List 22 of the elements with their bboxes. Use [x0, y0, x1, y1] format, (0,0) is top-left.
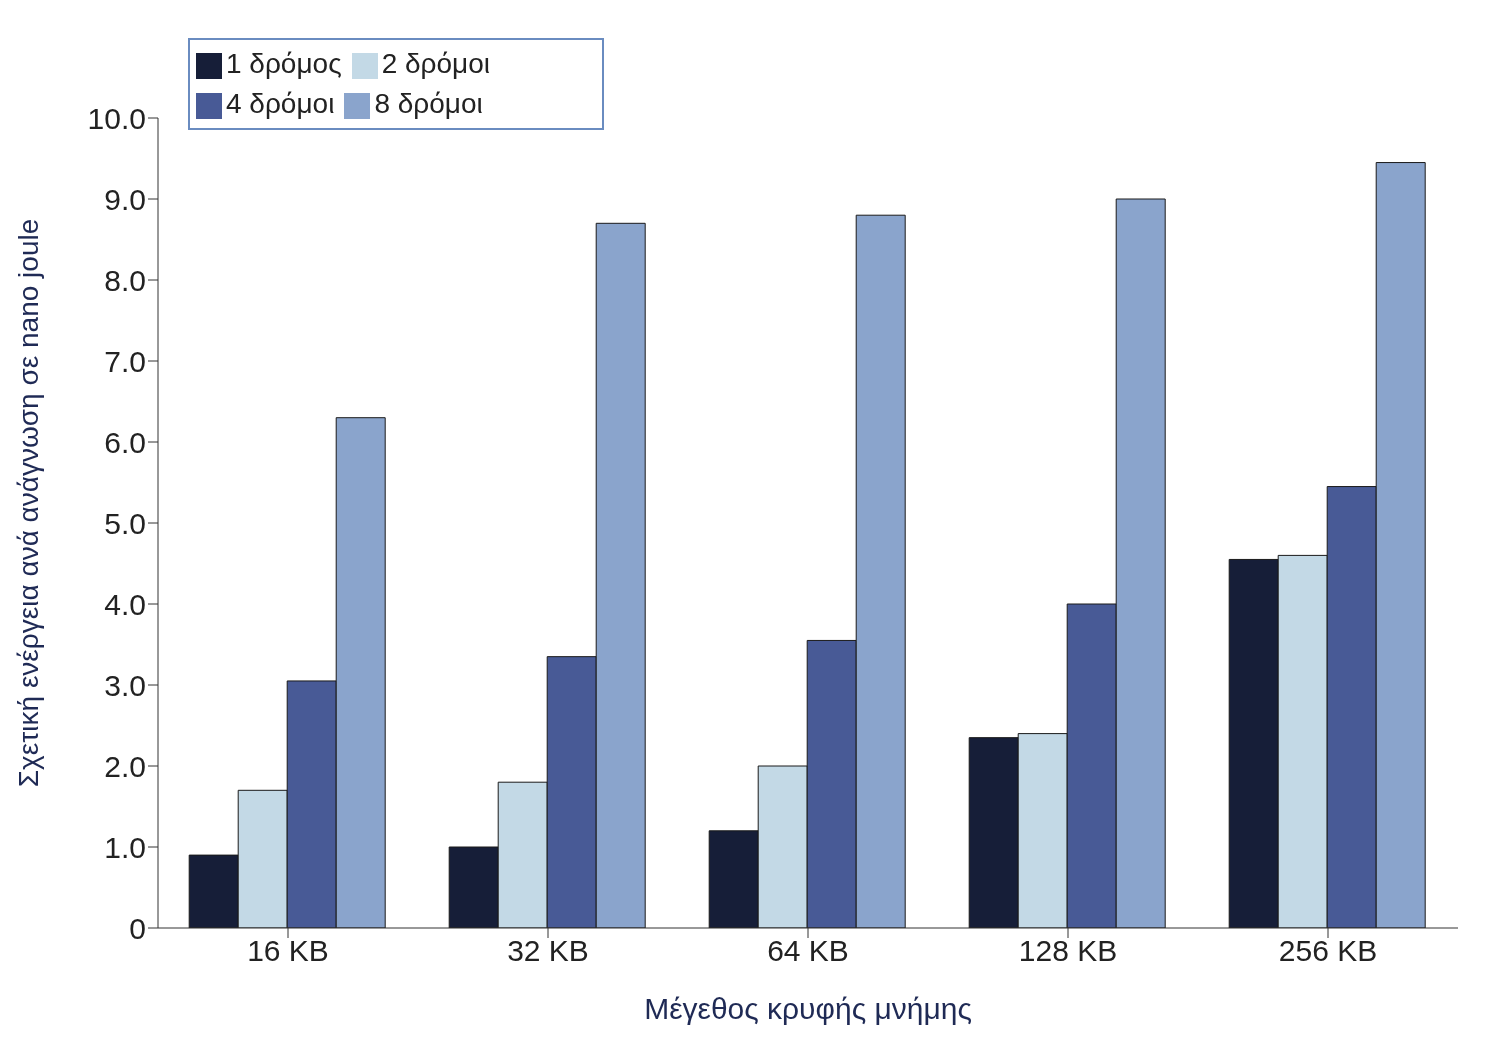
x-tick-label: 64 KB — [767, 934, 849, 968]
y-tick-label: 0 — [129, 911, 146, 945]
legend-label: 1 δρόμος — [226, 48, 342, 79]
x-tick-label: 128 KB — [1018, 934, 1118, 968]
y-tick-label: 6.0 — [104, 425, 146, 459]
y-tick-label: 1.0 — [104, 830, 146, 864]
legend-label: 8 δρόμοι — [374, 88, 483, 119]
x-axis-title: Μέγεθος κρυφής μνήμης — [644, 992, 972, 1026]
y-tick-label: 2.0 — [104, 749, 146, 783]
x-tick-label: 256 KB — [1278, 934, 1378, 968]
y-tick-label: 4.0 — [104, 587, 146, 621]
y-tick-label: 10.0 — [87, 101, 146, 135]
x-tick-label: 32 KB — [507, 934, 589, 968]
legend-label: 2 δρόμοι — [381, 48, 491, 79]
y-tick-label: 8.0 — [104, 263, 146, 297]
y-tick-label: 9.0 — [104, 182, 146, 216]
legend-label: 4 δρόμοι — [226, 88, 335, 119]
y-axis-title: Σχετική ενέργεια ανά ανάγνωση σε nano joule — [12, 218, 44, 788]
y-tick-label: 5.0 — [104, 506, 146, 540]
x-tick-label: 16 KB — [247, 934, 329, 968]
y-tick-label: 7.0 — [104, 344, 146, 378]
y-tick-label: 3.0 — [104, 668, 146, 702]
